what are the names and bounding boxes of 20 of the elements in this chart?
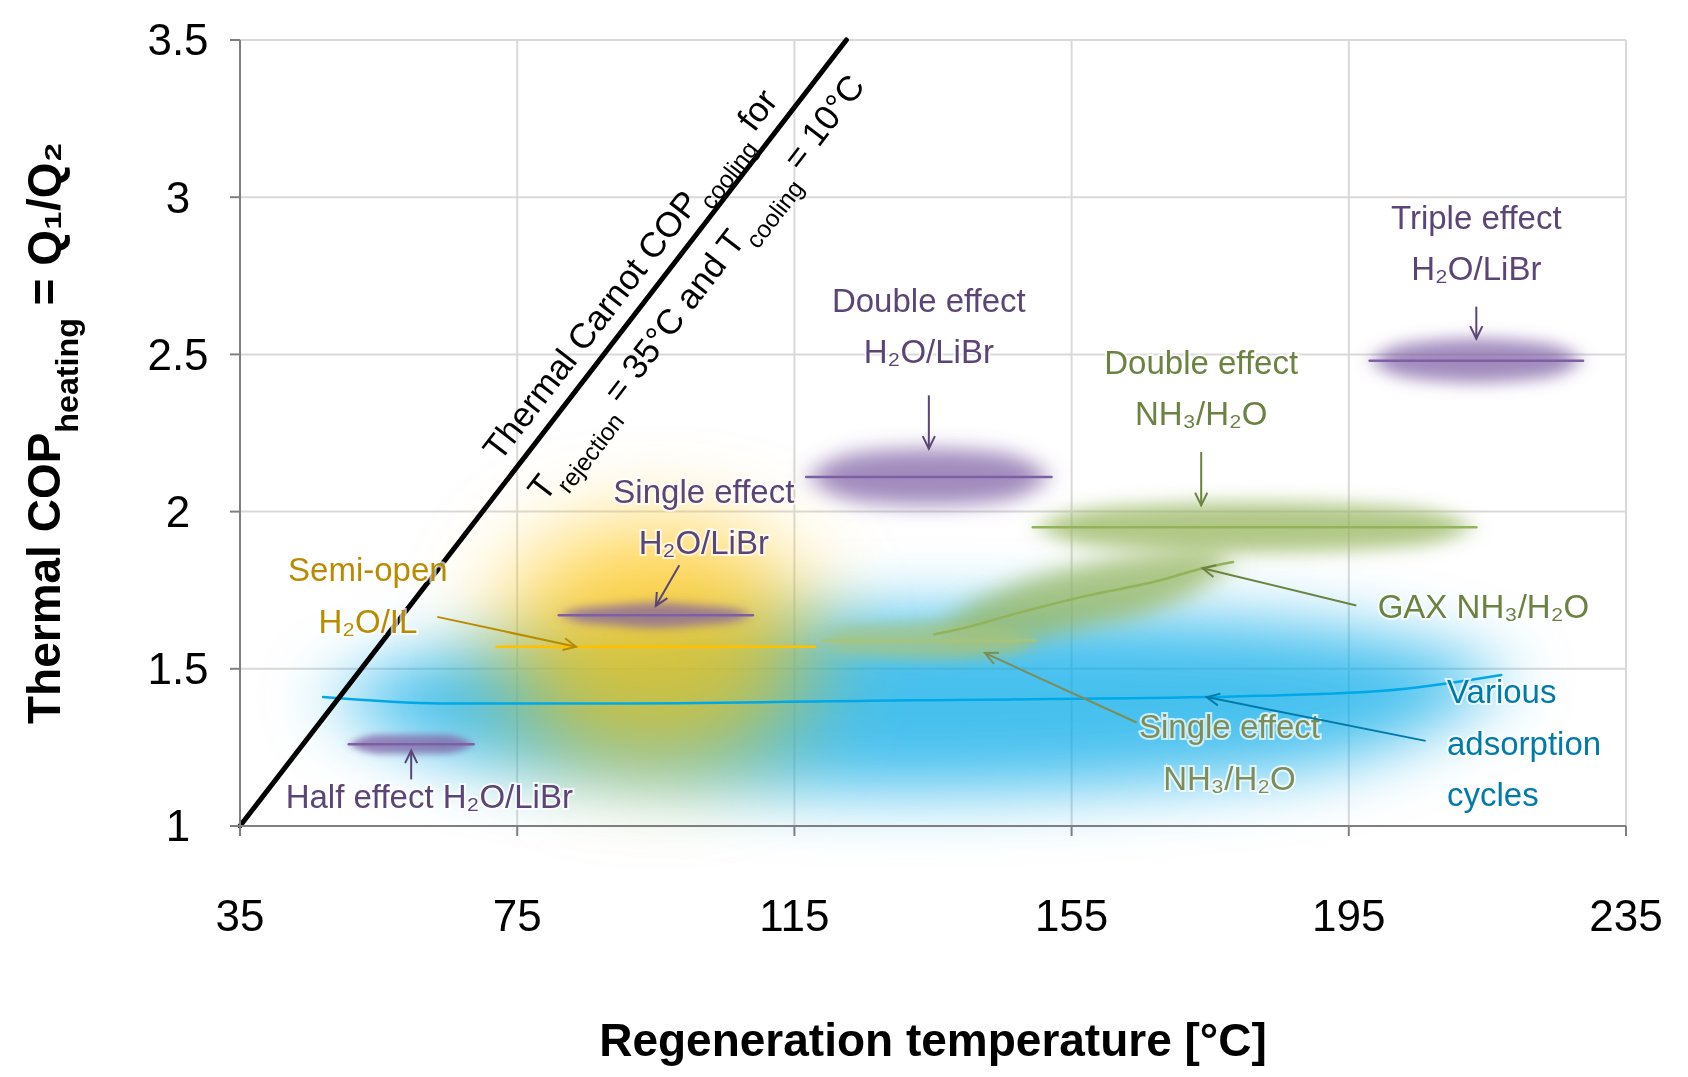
annotation: Single effect NH₃/H₂O: [1138, 708, 1321, 797]
y-tick-label: 3.5: [147, 15, 209, 65]
annotation: GAX NH₃/H₂O: [1377, 588, 1590, 626]
y-tick-label: 2: [165, 487, 191, 536]
x-tick-label: 155: [1034, 891, 1109, 940]
x-tick-label: 35: [215, 891, 265, 940]
y-tick-label: 2.5: [147, 329, 209, 379]
y-tick-label: 1: [165, 801, 191, 851]
y-tick-label: 3: [165, 172, 191, 222]
x-tick-label: 115: [759, 891, 830, 940]
x-tick-label: 195: [1312, 891, 1386, 940]
x-axis-title: Regeneration temperature [°C]: [599, 1014, 1267, 1066]
x-tick-label: 235: [1589, 891, 1663, 940]
annotation: Various adsorption cycles: [1446, 673, 1602, 813]
x-tick-label: 75: [492, 891, 542, 940]
annotation: Double effect H₂O/LiBr: [831, 281, 1026, 371]
annotation: Double effect NH₃/H₂O: [1104, 343, 1299, 433]
annotation: Half effect H₂O/LiBr: [285, 778, 573, 816]
annotation: Triple effect H₂O/LiBr: [1391, 198, 1562, 287]
y-tick-label: 1.5: [147, 644, 209, 694]
